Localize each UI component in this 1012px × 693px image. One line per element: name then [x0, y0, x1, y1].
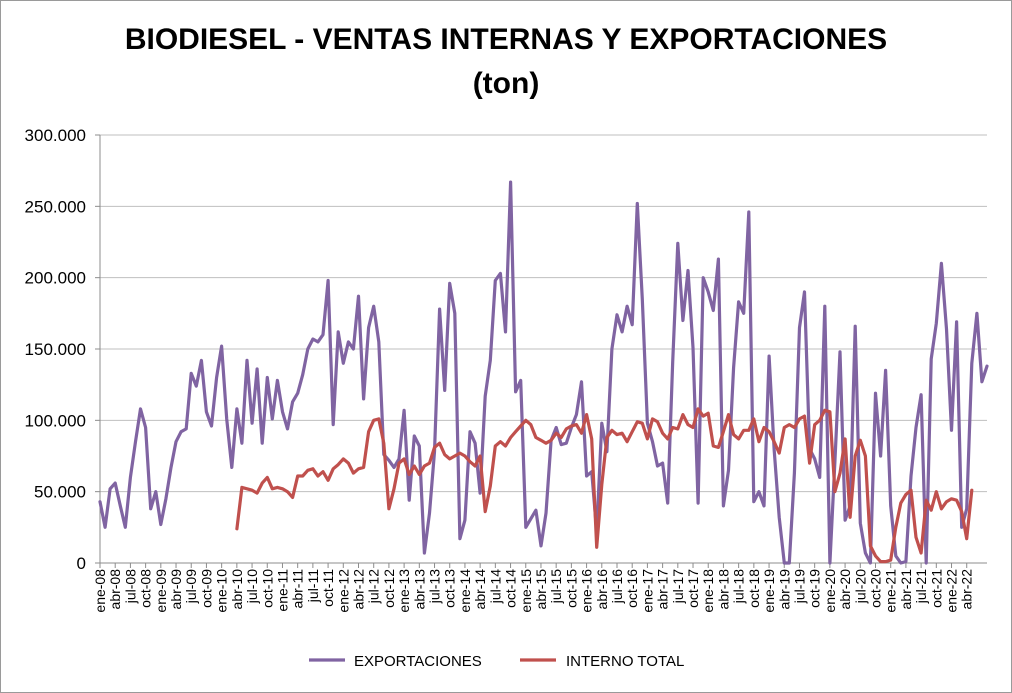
x-tick-label: abr-08	[107, 569, 123, 610]
chart-title-block: BIODIESEL - VENTAS INTERNAS Y EXPORTACIO…	[0, 18, 1012, 106]
legend-label: EXPORTACIONES	[354, 653, 482, 670]
x-tick-label: jul-19	[791, 569, 807, 604]
x-tick-label: oct-15	[563, 569, 579, 608]
x-tick-label: ene-12	[335, 569, 351, 613]
series-line-exportaciones	[98, 180, 989, 565]
x-tick-label: abr-13	[411, 569, 427, 610]
x-tick-label: jul-12	[366, 569, 382, 604]
chart-title: BIODIESEL - VENTAS INTERNAS Y EXPORTACIO…	[124, 23, 888, 56]
y-tick-label: 200.000	[25, 269, 86, 288]
x-tick-label: abr-10	[229, 569, 245, 610]
x-tick-label: jul-11	[305, 569, 321, 603]
x-tick-label: abr-15	[533, 569, 549, 610]
x-tick-label: jul-09	[183, 569, 199, 604]
x-tick-label: ene-11	[274, 569, 290, 612]
x-tick-label: jul-10	[244, 569, 260, 604]
x-tick-label: oct-18	[746, 569, 762, 608]
y-tick-label: 300.000	[25, 126, 86, 145]
x-tick-label: ene-19	[761, 569, 777, 613]
x-tick-label: jul-13	[427, 569, 443, 604]
x-tick-label: ene-14	[457, 569, 473, 613]
x-tick-label: abr-17	[655, 569, 671, 610]
y-tick-label: 0	[77, 554, 86, 573]
y-tick-label: 150.000	[25, 340, 86, 359]
chart-subtitle: (ton)	[472, 67, 540, 100]
x-tick-label: oct-17	[685, 569, 701, 608]
x-tick-label: oct-12	[381, 569, 397, 608]
x-tick-label: ene-16	[579, 569, 595, 613]
x-tick-label: oct-08	[138, 569, 154, 608]
x-tick-label: ene-18	[700, 569, 716, 613]
x-tick-label: abr-12	[350, 569, 366, 610]
x-tick-label: abr-14	[472, 569, 488, 610]
x-tick-label: abr-11	[290, 569, 306, 609]
x-tick-label: ene-08	[92, 569, 108, 613]
y-tick-label: 250.000	[25, 197, 86, 216]
x-tick-label: oct-14	[503, 569, 519, 608]
x-tick-label: jul-08	[122, 569, 138, 604]
x-tick-label: jul-20	[852, 569, 868, 604]
x-tick-label: oct-16	[624, 569, 640, 608]
x-tick-label: oct-10	[259, 569, 275, 608]
x-tick-label: ene-22	[944, 569, 960, 613]
series-line-interno-total	[235, 407, 974, 564]
y-tick-label: 100.000	[25, 411, 86, 430]
x-tick-label: abr-20	[837, 569, 853, 610]
x-tick-label: abr-21	[898, 569, 914, 610]
x-tick-label: ene-10	[214, 569, 230, 613]
x-tick-label: abr-19	[776, 569, 792, 610]
x-tick-label: abr-22	[959, 569, 975, 610]
x-tick-label: ene-13	[396, 569, 412, 613]
x-tick-label: abr-16	[594, 569, 610, 610]
x-tick-label: jul-14	[487, 569, 503, 604]
x-tick-label: ene-17	[639, 569, 655, 613]
x-tick-label: abr-09	[168, 569, 184, 610]
legend-label: INTERNO TOTAL	[566, 653, 684, 670]
x-tick-label: oct-09	[198, 569, 214, 608]
x-tick-label: jul-17	[670, 569, 686, 604]
x-tick-label: oct-20	[867, 569, 883, 608]
x-tick-label: jul-18	[731, 569, 747, 604]
x-tick-label: jul-16	[609, 569, 625, 604]
x-tick-label: oct-11	[320, 569, 336, 607]
x-tick-label: oct-21	[928, 569, 944, 608]
x-tick-label: jul-21	[913, 569, 929, 604]
x-tick-label: ene-21	[883, 569, 899, 613]
x-tick-label: oct-13	[442, 569, 458, 608]
x-tick-label: jul-15	[548, 569, 564, 604]
x-tick-label: ene-15	[518, 569, 534, 613]
x-tick-label: ene-20	[822, 569, 838, 613]
x-tick-label: ene-09	[153, 569, 169, 613]
x-tick-label: oct-19	[807, 569, 823, 608]
y-tick-label: 50.000	[34, 483, 86, 502]
x-tick-label: abr-18	[715, 569, 731, 610]
